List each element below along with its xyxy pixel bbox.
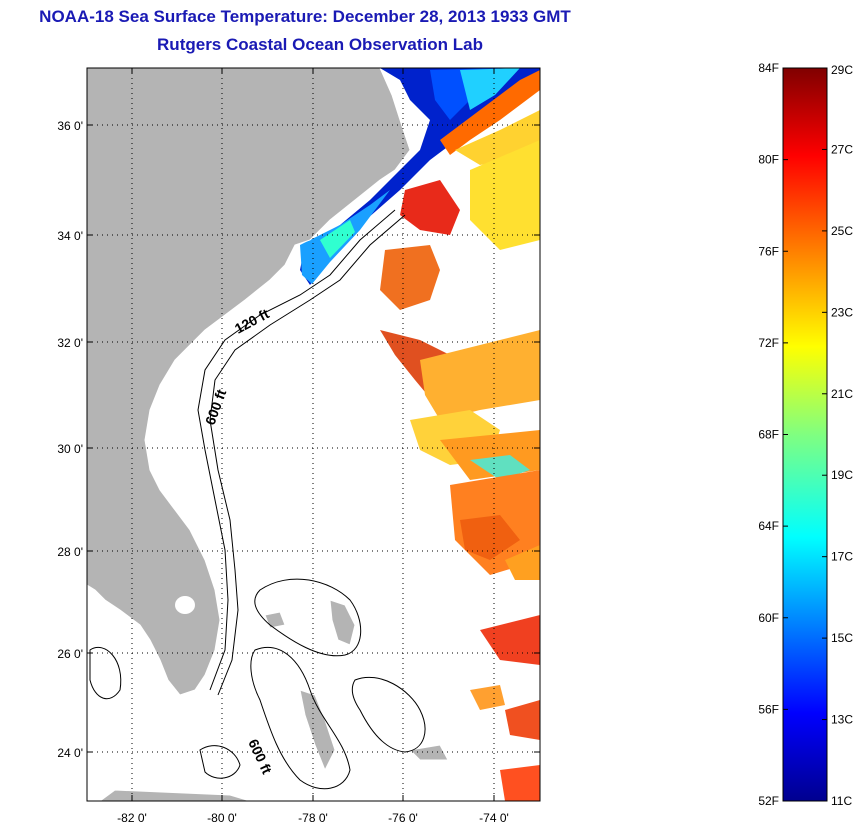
sst-data-layer <box>300 68 540 801</box>
colorbar-f-label: 52F <box>758 794 779 808</box>
lat-tick-36: 36 0' <box>57 119 83 133</box>
colorbar-c-label: 19C <box>831 468 853 482</box>
map-subtitle: Rutgers Coastal Ocean Observation Lab <box>157 35 483 54</box>
map-title: NOAA-18 Sea Surface Temperature: Decembe… <box>39 7 571 26</box>
graticule <box>87 68 540 801</box>
lon-tick-80: -80 0' <box>207 811 237 825</box>
lon-tick-74: -74 0' <box>479 811 509 825</box>
colorbar-f-label: 80F <box>758 153 779 167</box>
lat-tick-30: 30 0' <box>57 442 83 456</box>
lon-tick-82: -82 0' <box>117 811 147 825</box>
colorbar-c-label: 23C <box>831 305 853 319</box>
isobath-contours <box>89 209 426 790</box>
lat-tick-32: 32 0' <box>57 336 83 350</box>
colorbar-c-label: 27C <box>831 142 853 156</box>
lat-tick-28: 28 0' <box>57 545 83 559</box>
colorbar-c-label: 11C <box>831 794 852 808</box>
colorbar <box>782 67 828 802</box>
lat-tick-34: 34 0' <box>57 229 83 243</box>
colorbar-c-label: 29C <box>831 63 853 77</box>
colorbar-f-label: 72F <box>758 336 779 350</box>
colorbar-ticks <box>783 67 827 802</box>
colorbar-c-label: 13C <box>831 713 853 727</box>
colorbar-f-label: 68F <box>758 428 779 442</box>
colorbar-c-label: 21C <box>831 387 853 401</box>
colorbar-f-label: 64F <box>758 519 779 533</box>
tick-marks <box>87 68 540 801</box>
land-layer <box>87 68 449 801</box>
lat-tick-26: 26 0' <box>57 647 83 661</box>
lat-tick-24: 24 0' <box>57 746 83 760</box>
colorbar-f-label: 76F <box>758 244 779 258</box>
lon-tick-78: -78 0' <box>298 811 328 825</box>
colorbar-f-label: 60F <box>758 611 779 625</box>
lon-tick-76: -76 0' <box>388 811 418 825</box>
colorbar-f-label: 84F <box>758 61 779 75</box>
colorbar-c-label: 25C <box>831 224 853 238</box>
colorbar-f-label: 56F <box>758 702 779 716</box>
colorbar-c-label: 15C <box>831 631 853 645</box>
colorbar-c-label: 17C <box>831 550 853 564</box>
